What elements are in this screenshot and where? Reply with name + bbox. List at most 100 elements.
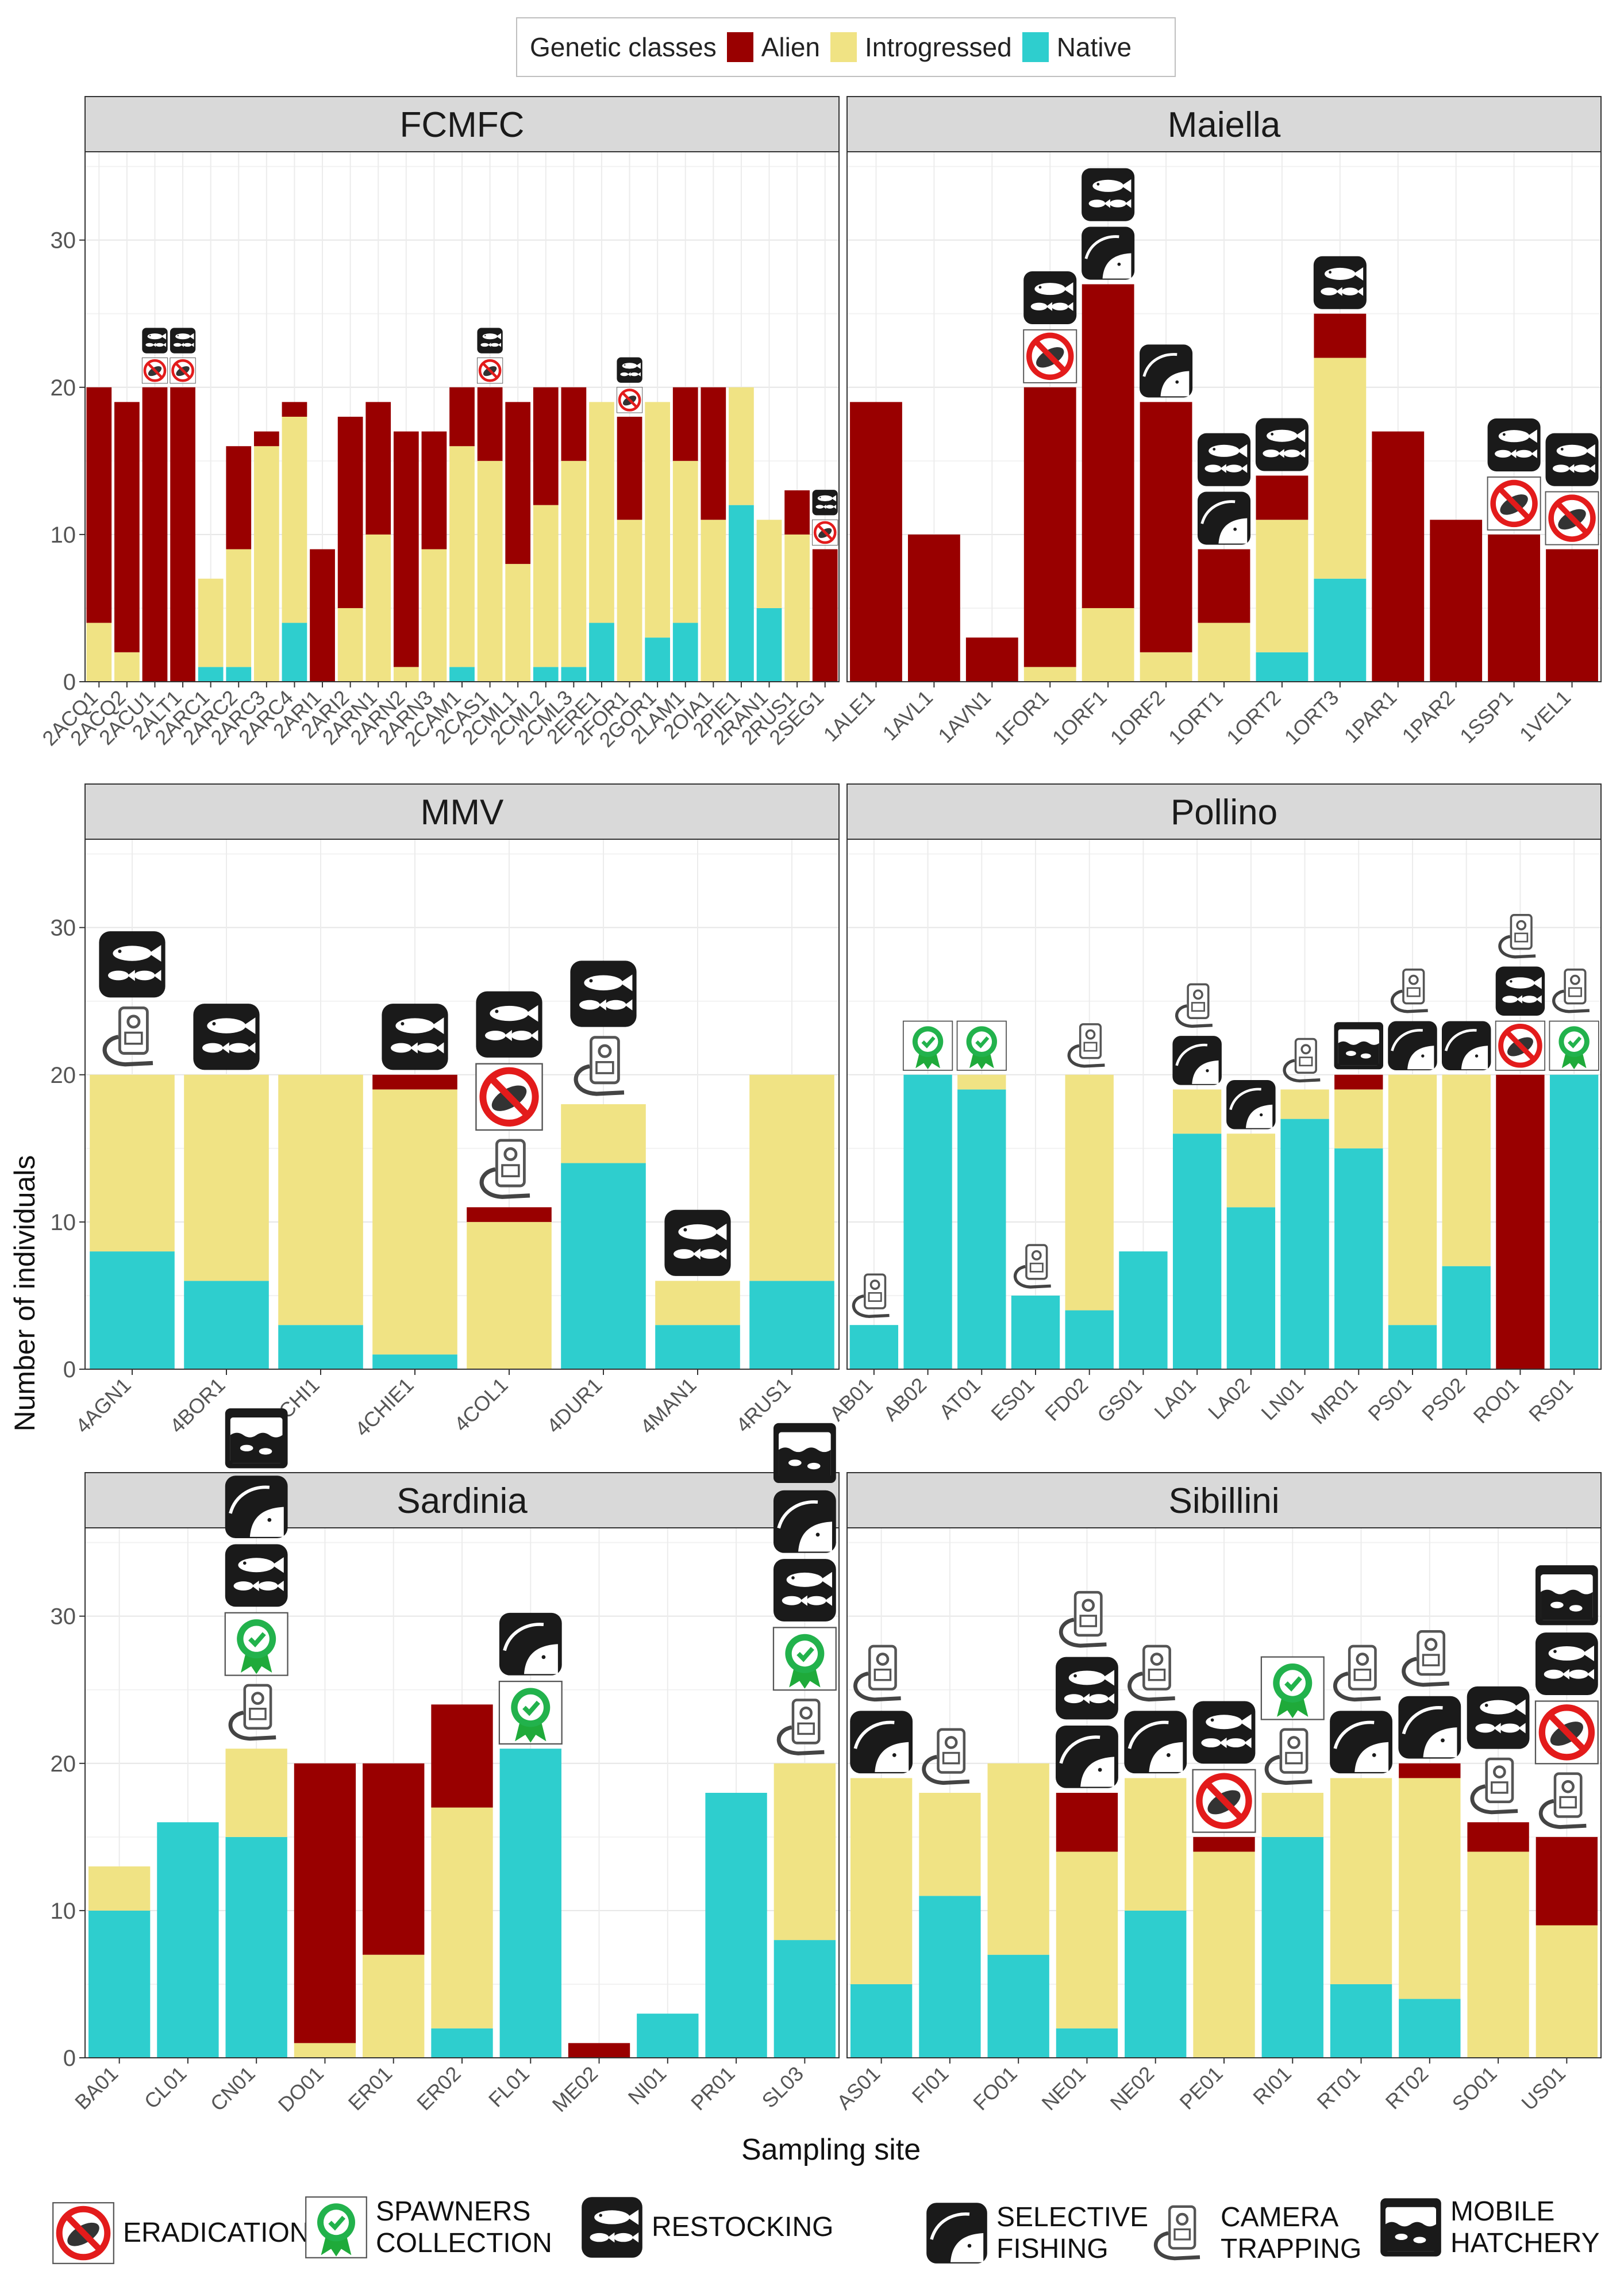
y-tick-label: 10 (51, 1899, 76, 1924)
spawners-icon (1260, 1656, 1325, 1720)
x-tick-label: MR01 (1306, 1373, 1362, 1429)
selective-icon (773, 1490, 836, 1553)
y-axis-title: Number of individuals (9, 1155, 41, 1432)
bar-introgressed-4rus1 (749, 1074, 834, 1281)
restocking-icon (1023, 271, 1077, 324)
bar-introgressed-2gor1 (645, 402, 671, 638)
x-tick-label: 1ORT1 (1164, 686, 1227, 750)
bar-alien-1ale1 (850, 402, 902, 682)
camera-icon (1498, 914, 1536, 959)
bar-alien-2acq2 (114, 402, 140, 652)
bar-native-2lam1 (672, 623, 698, 682)
x-tick-label: 4MAN1 (636, 1373, 701, 1439)
x-tick-label: NI01 (624, 2062, 671, 2110)
bar-native-ab02 (903, 1074, 952, 1369)
x-tick-label: AT01 (934, 1373, 985, 1424)
spawners-icon (772, 1627, 837, 1691)
bar-native-2arc1 (198, 667, 224, 682)
bar-introgressed-4chi1 (278, 1074, 363, 1326)
eradication-icon (616, 387, 643, 413)
y-tick-label: 10 (51, 1210, 76, 1235)
x-tick-label: ER01 (344, 2062, 397, 2115)
panel-border-pollino (846, 839, 1602, 1370)
bar-alien-2arc2 (226, 446, 252, 550)
selective-icon (225, 1476, 288, 1538)
bar-introgressed-ps01 (1388, 1074, 1437, 1326)
eradication-icon (1023, 329, 1077, 383)
x-tick-label: GS01 (1092, 1373, 1146, 1427)
bar-introgressed-rt02 (1399, 1778, 1461, 1999)
camera-icon (1059, 1590, 1107, 1648)
bar-native-4man1 (655, 1325, 740, 1369)
bar-introgressed-4col1 (467, 1221, 552, 1369)
bar-introgressed-2acq2 (114, 652, 140, 682)
bar-introgressed-rt01 (1330, 1778, 1392, 1984)
selective-icon (850, 1711, 913, 1774)
bar-introgressed-as01 (850, 1778, 913, 1984)
bar-introgressed-er01 (363, 1954, 425, 2058)
selective-fishing-icon (926, 2203, 987, 2264)
x-tick-label: RI01 (1248, 2062, 1296, 2110)
x-tick-label: 4BOR1 (165, 1373, 229, 1438)
bar-native-2ere1 (589, 623, 614, 682)
eradication-icon (1545, 491, 1599, 545)
x-tick-label: ER02 (412, 2062, 465, 2115)
bar-alien-2cml3 (561, 387, 587, 461)
x-tick-label: 1SSP1 (1455, 686, 1517, 748)
bar-introgressed-2acq1 (86, 623, 112, 682)
action-legend-restocking: RESTOCKING (580, 2196, 834, 2259)
bar-introgressed-ba01 (88, 1866, 151, 1911)
spawners-collection-icon (305, 2196, 367, 2259)
x-tick-label: FO01 (968, 2062, 1022, 2115)
x-tick-label: RO01 (1469, 1373, 1523, 1428)
bar-introgressed-2cas1 (477, 460, 503, 682)
x-tick-label: 1ALE1 (819, 686, 879, 746)
bar-native-as01 (850, 1984, 913, 2058)
restocking-icon (812, 490, 838, 516)
bar-alien-2arn1 (365, 402, 391, 535)
restocking-icon (582, 2197, 642, 2258)
camera-icon (1390, 969, 1428, 1013)
bar-alien-2arc3 (253, 431, 279, 447)
bar-native-ne02 (1125, 1910, 1187, 2058)
bar-native-2pie1 (729, 505, 754, 682)
mobile-hatchery-icon (1380, 2198, 1441, 2257)
selective-icon (1172, 1036, 1222, 1085)
bar-native-ps01 (1388, 1325, 1437, 1369)
bar-introgressed-mr01 (1334, 1089, 1383, 1148)
x-tick-label: CN01 (206, 2062, 260, 2116)
bar-introgressed-ln01 (1280, 1089, 1329, 1119)
y-tick-label: 0 (63, 670, 76, 695)
x-tick-label: AB02 (879, 1373, 931, 1426)
eradication-icon (1495, 1020, 1546, 1071)
x-tick-label: RS01 (1524, 1373, 1577, 1427)
eradication-icon (476, 358, 503, 384)
y-tick-label: 30 (51, 1604, 76, 1630)
bar-native-fd02 (1065, 1310, 1114, 1369)
x-tick-label: LN01 (1256, 1373, 1308, 1425)
x-tick-label: CL01 (140, 2062, 191, 2114)
bar-native-4dur1 (561, 1163, 646, 1369)
x-tick-label: FL01 (484, 2062, 534, 2112)
legend-item-native: Native (1022, 32, 1132, 63)
camera-icon (1402, 1630, 1449, 1687)
bar-introgressed-1ort1 (1198, 623, 1250, 682)
camera-icon (1264, 1728, 1313, 1785)
bar-native-er02 (431, 2028, 493, 2058)
x-tick-label: PR01 (686, 2062, 740, 2115)
eradication-icon (1534, 1700, 1599, 1765)
x-tick-label: 4AGN1 (71, 1373, 135, 1438)
camera-icon (1333, 1645, 1381, 1702)
camera-icon (1013, 1244, 1051, 1289)
bar-native-rt01 (1330, 1984, 1392, 2058)
x-tick-label: SO01 (1448, 2062, 1502, 2116)
x-tick-label: FD02 (1040, 1373, 1092, 1426)
bar-native-1ort2 (1256, 652, 1309, 682)
panel-border-maiella (846, 151, 1602, 682)
x-tick-label: RT01 (1312, 2062, 1364, 2114)
restocking-icon (1545, 433, 1599, 486)
bar-introgressed-sl03 (773, 1763, 836, 1941)
bar-native-4chi1 (278, 1325, 363, 1369)
x-tick-label: AB01 (825, 1373, 877, 1426)
